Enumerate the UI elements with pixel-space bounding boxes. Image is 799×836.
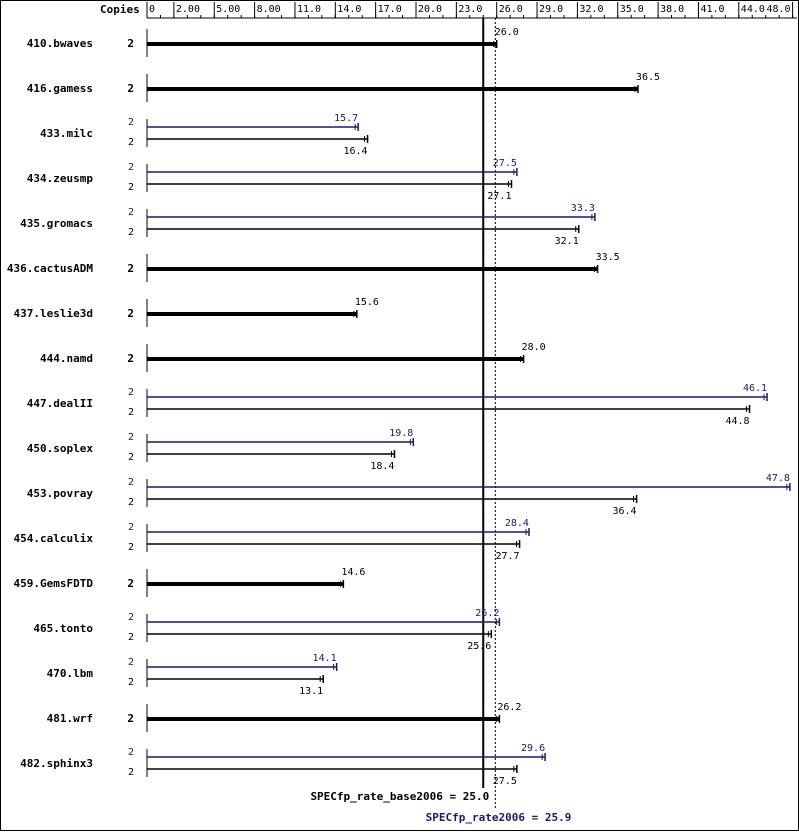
peak-value-label: 33.3	[571, 203, 595, 214]
peak-value-label: 29.6	[521, 743, 545, 754]
base-value-label: 13.1	[299, 686, 323, 697]
ref-label-peak: SPECfp_rate2006 = 25.9	[426, 811, 572, 824]
x-tick-label: 32.0	[579, 4, 603, 15]
base-copies-value: 2	[128, 767, 134, 778]
peak-value-label: 15.7	[334, 113, 358, 124]
x-tick-label: 11.0	[297, 4, 321, 15]
x-tick-label: 41.0	[700, 4, 724, 15]
x-tick-label: 38.0	[660, 4, 684, 15]
benchmark-label: 434.zeusmp	[27, 172, 94, 185]
base-value-label: 14.6	[341, 567, 365, 578]
copies-value: 2	[127, 577, 134, 590]
base-value-label: 36.5	[636, 72, 660, 83]
benchmark-label: 453.povray	[27, 487, 94, 500]
copies-value: 2	[127, 712, 134, 725]
x-tick-label: 0	[149, 4, 155, 15]
ref-label-base: SPECfp_rate_base2006 = 25.0	[310, 790, 489, 803]
base-copies-value: 2	[128, 632, 134, 643]
base-value-label: 28.0	[522, 342, 546, 353]
copies-value: 2	[127, 352, 134, 365]
benchmark-label: 481.wrf	[47, 712, 93, 725]
base-value-label: 25.6	[467, 641, 491, 652]
base-value-label: 36.4	[612, 506, 636, 517]
benchmark-label: 454.calculix	[14, 532, 94, 545]
benchmark-label: 450.soplex	[27, 442, 94, 455]
copies-value: 2	[127, 37, 134, 50]
x-tick-label: 14.0	[337, 4, 361, 15]
peak-copies-value: 2	[128, 387, 134, 398]
base-value-label: 32.1	[555, 236, 579, 247]
benchmark-label: 465.tonto	[33, 622, 93, 635]
peak-value-label: 27.5	[493, 158, 517, 169]
base-value-label: 27.1	[487, 191, 511, 202]
peak-copies-value: 2	[128, 612, 134, 623]
copies-value: 2	[127, 262, 134, 275]
copies-header: Copies	[100, 3, 140, 16]
x-tick-label: 48.0	[767, 4, 791, 15]
base-value-label: 26.2	[497, 702, 521, 713]
benchmark-label: 435.gromacs	[20, 217, 93, 230]
peak-copies-value: 2	[128, 747, 134, 758]
peak-value-label: 46.1	[743, 383, 767, 394]
base-copies-value: 2	[128, 677, 134, 688]
benchmark-label: 410.bwaves	[27, 37, 93, 50]
copies-value: 2	[127, 82, 134, 95]
x-tick-label: 5.00	[216, 4, 240, 15]
base-value-label: 33.5	[596, 252, 620, 263]
x-tick-label: 23.0	[458, 4, 482, 15]
peak-value-label: 28.4	[505, 518, 529, 529]
base-copies-value: 2	[128, 542, 134, 553]
base-value-label: 15.6	[355, 297, 379, 308]
x-tick-label: 35.0	[620, 4, 644, 15]
peak-copies-value: 2	[128, 117, 134, 128]
benchmark-label: 416.gamess	[27, 82, 93, 95]
benchmark-label: 470.lbm	[47, 667, 94, 680]
base-copies-value: 2	[128, 182, 134, 193]
x-tick-label: 26.0	[499, 4, 523, 15]
base-copies-value: 2	[128, 497, 134, 508]
peak-copies-value: 2	[128, 522, 134, 533]
peak-copies-value: 2	[128, 162, 134, 173]
peak-value-label: 19.8	[389, 428, 413, 439]
peak-copies-value: 2	[128, 657, 134, 668]
base-copies-value: 2	[128, 452, 134, 463]
x-tick-label: 29.0	[539, 4, 563, 15]
peak-value-label: 26.2	[475, 608, 499, 619]
x-tick-label: 17.0	[378, 4, 402, 15]
base-copies-value: 2	[128, 137, 134, 148]
base-value-label: 26.0	[495, 27, 519, 38]
base-value-label: 27.7	[495, 551, 519, 562]
base-value-label: 27.5	[493, 776, 517, 787]
base-copies-value: 2	[128, 407, 134, 418]
base-copies-value: 2	[128, 227, 134, 238]
base-value-label: 44.8	[725, 416, 749, 427]
x-tick-label: 8.00	[257, 4, 281, 15]
benchmark-label: 437.leslie3d	[14, 307, 93, 320]
benchmark-label: 447.dealII	[27, 397, 93, 410]
peak-value-label: 14.1	[313, 653, 337, 664]
benchmark-label: 459.GemsFDTD	[14, 577, 94, 590]
peak-copies-value: 2	[128, 207, 134, 218]
x-tick-label: 20.0	[418, 4, 442, 15]
peak-copies-value: 2	[128, 432, 134, 443]
benchmark-label: 482.sphinx3	[20, 757, 93, 770]
base-value-label: 16.4	[343, 146, 367, 157]
copies-value: 2	[127, 307, 134, 320]
x-tick-label: 44.0	[741, 4, 765, 15]
benchmark-label: 433.milc	[40, 127, 93, 140]
peak-value-label: 47.8	[766, 473, 790, 484]
peak-copies-value: 2	[128, 477, 134, 488]
x-tick-label: 2.00	[176, 4, 200, 15]
base-value-label: 18.4	[370, 461, 394, 472]
benchmark-label: 444.namd	[40, 352, 93, 365]
benchmark-label: 436.cactusADM	[7, 262, 93, 275]
